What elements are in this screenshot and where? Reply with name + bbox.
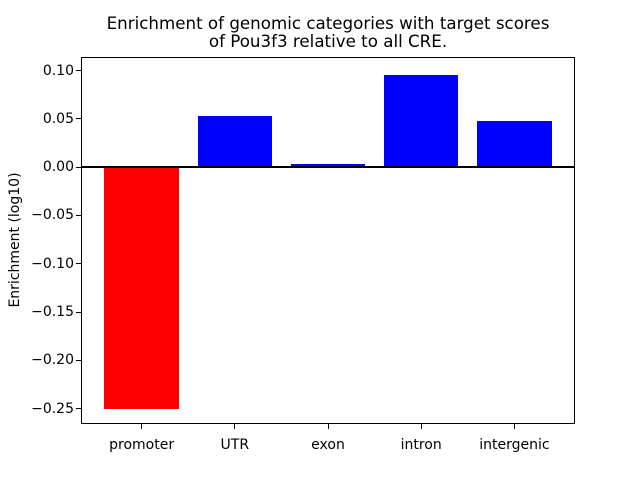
bar-intergenic xyxy=(477,120,552,168)
y-tick-label: 0.10 xyxy=(42,62,74,79)
bar-UTR xyxy=(197,115,272,168)
y-tick-label: 0.00 xyxy=(42,159,74,176)
x-tick-label-intron: intron xyxy=(400,437,442,453)
y-tick-label: −0.05 xyxy=(31,207,74,224)
x-tick-label-promoter: promoter xyxy=(109,437,175,453)
x-tick-mark xyxy=(420,424,422,429)
x-tick-mark xyxy=(327,424,329,429)
x-tick-label-intergenic: intergenic xyxy=(479,437,550,453)
bar-promoter xyxy=(104,167,179,410)
x-tick-label-UTR: UTR xyxy=(220,437,250,453)
y-tick-label: 0.05 xyxy=(42,110,74,127)
y-tick-mark xyxy=(76,263,81,265)
y-tick-label: −0.10 xyxy=(31,255,74,272)
y-tick-mark xyxy=(76,408,81,409)
y-tick-mark xyxy=(76,166,81,168)
x-tick-label-exon: exon xyxy=(311,437,345,453)
plot-area: 0.10 0.05 0.00 −0.05 −0.10 −0.15 −0.20 −0.25 pr… xyxy=(31,57,575,453)
bar-exon xyxy=(290,164,366,168)
y-tick-mark xyxy=(76,70,81,72)
zero-line xyxy=(82,166,574,169)
y-tick-mark xyxy=(76,214,81,216)
bar-intron xyxy=(383,75,459,168)
x-tick-mark xyxy=(141,424,143,429)
x-tick-mark xyxy=(234,424,236,429)
y-tick-label: −0.20 xyxy=(31,352,74,369)
y-tick-mark xyxy=(76,311,81,313)
y-tick-mark xyxy=(76,359,81,361)
y-tick-label: −0.15 xyxy=(31,304,74,320)
y-axis-label: Enrichment (log10) xyxy=(7,172,23,308)
y-tick-mark xyxy=(76,118,81,120)
chart-title: Enrichment of genomic categories with ta… xyxy=(106,13,550,51)
x-tick-mark xyxy=(513,424,515,429)
y-tick-label: −0.25 xyxy=(31,400,74,417)
